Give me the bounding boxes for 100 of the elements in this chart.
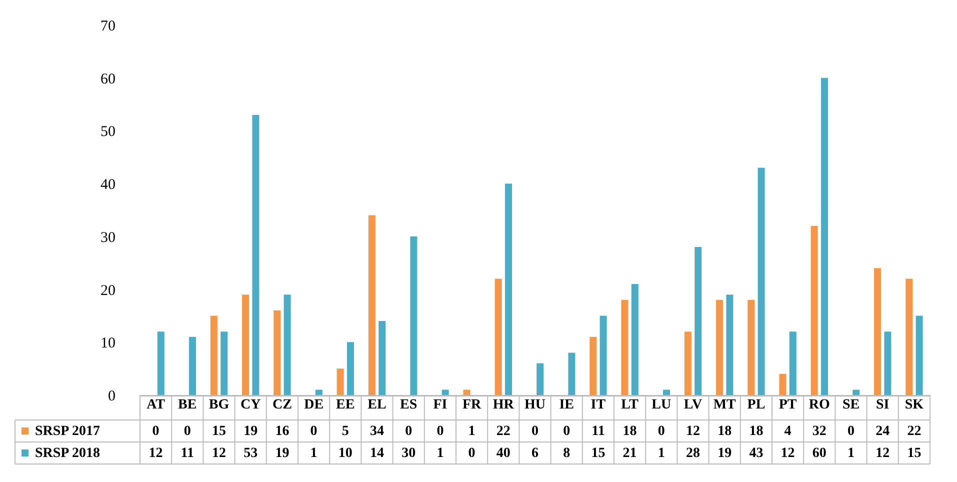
bar: [368, 215, 376, 395]
data-label: 0: [658, 424, 665, 439]
data-label: 1: [310, 446, 318, 461]
data-label: 0: [532, 424, 538, 439]
bar: [536, 363, 544, 395]
x-tick-label: EL: [368, 398, 386, 412]
data-label: 11: [592, 424, 605, 439]
bar: [631, 284, 638, 395]
data-label: 0: [436, 424, 444, 439]
x-tick-label: MT: [713, 398, 737, 412]
bar: [810, 226, 818, 395]
data-label: 4: [784, 424, 792, 439]
x-tick-label: SI: [876, 398, 890, 412]
bar: [188, 336, 196, 395]
x-tick-label: SE: [842, 398, 860, 412]
bar: [252, 114, 260, 395]
data-label: 0: [310, 424, 318, 439]
bar: [852, 390, 860, 395]
data-label: 1: [468, 424, 476, 439]
data-label: 30: [402, 446, 416, 461]
bar: [568, 352, 576, 395]
y-tick-label: 20: [100, 282, 116, 299]
x-tick-label: CZ: [272, 398, 292, 412]
data-label: 0: [184, 424, 191, 439]
data-label: 32: [812, 424, 826, 439]
bar: [410, 236, 418, 395]
data-label: 18: [718, 424, 732, 439]
data-label: 43: [749, 446, 764, 461]
bar: [726, 294, 734, 395]
data-label: 34: [370, 424, 384, 439]
bar: [346, 342, 354, 395]
data-label: 6: [532, 446, 538, 461]
data-label: 18: [622, 424, 637, 439]
x-tick-label: PT: [778, 398, 798, 412]
bar: [748, 300, 755, 395]
bar: [494, 278, 502, 395]
data-label: 21: [622, 446, 637, 461]
x-tick-label: LT: [621, 398, 640, 412]
bar: [378, 321, 386, 395]
x-tick-label: AT: [146, 398, 166, 412]
x-tick-label: EE: [336, 398, 355, 412]
bar: [600, 316, 607, 395]
data-label: 40: [496, 446, 510, 461]
bar: [590, 336, 597, 395]
bar: [463, 390, 470, 395]
data-label: 19: [718, 446, 732, 461]
data-label: 5: [342, 424, 349, 439]
bar: [874, 268, 882, 395]
x-tick-label: HR: [492, 398, 515, 412]
x-tick-label: BG: [208, 398, 230, 412]
bar: [210, 316, 218, 395]
data-label: 18: [749, 424, 764, 439]
bar: [758, 168, 765, 395]
data-label: 12: [876, 446, 890, 461]
bar: [820, 78, 828, 395]
bar: [716, 300, 724, 395]
bar: [621, 300, 628, 395]
bar: [157, 332, 164, 395]
data-label: 8: [563, 446, 570, 461]
data-label: 16: [275, 424, 290, 439]
x-tick-label: HU: [524, 398, 546, 412]
data-label: 11: [180, 446, 194, 461]
x-tick-label: FR: [462, 398, 482, 412]
x-tick-label: DE: [304, 398, 324, 412]
data-label: 15: [212, 424, 226, 439]
bar: [220, 332, 228, 395]
x-tick-label: ES: [400, 398, 418, 412]
x-tick-label: RO: [808, 398, 830, 412]
y-tick-label: 0: [108, 388, 116, 404]
data-label: 12: [148, 446, 163, 461]
data-label: 19: [244, 424, 258, 439]
x-tick-label: CY: [240, 398, 261, 412]
data-label: 24: [876, 424, 890, 439]
data-label: 1: [658, 446, 665, 461]
bar: [242, 294, 250, 395]
x-tick-label: SK: [904, 398, 924, 412]
data-label: 28: [686, 446, 700, 461]
x-tick-label: IE: [559, 398, 574, 412]
legend-label: SRSP 2018: [35, 446, 100, 461]
y-tick-label: 40: [100, 177, 116, 194]
data-label: 10: [338, 446, 352, 461]
bar: [916, 316, 923, 395]
data-label: 1: [436, 446, 444, 461]
data-label: 19: [275, 446, 290, 461]
x-tick-label: LV: [684, 398, 702, 412]
bar: [504, 184, 512, 395]
data-label: 15: [591, 446, 606, 461]
data-label: 22: [907, 424, 922, 439]
y-tick-label: 60: [100, 71, 116, 88]
data-label: 1: [848, 446, 854, 461]
bar: [779, 374, 786, 395]
bar: [315, 390, 322, 395]
bar: [906, 278, 913, 395]
data-label: 14: [370, 446, 384, 461]
data-label: 12: [686, 424, 700, 439]
data-label: 0: [152, 424, 160, 439]
y-tick-label: 10: [100, 336, 116, 352]
bar: [442, 390, 449, 395]
x-tick-label: FI: [433, 398, 448, 412]
bar: [684, 332, 692, 395]
